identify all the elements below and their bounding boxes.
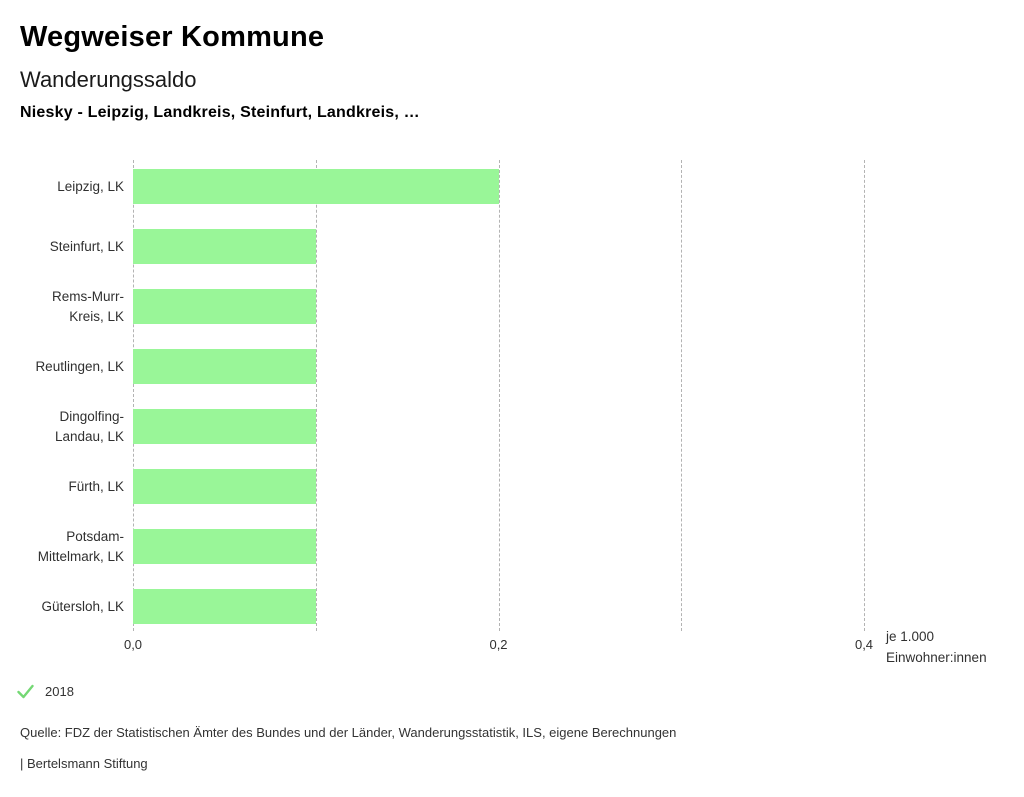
legend-label: 2018 (45, 684, 74, 699)
page-title: Wegweiser Kommune (20, 21, 325, 53)
category-label: Rems-Murr- Kreis, LK (52, 288, 124, 324)
bar-Gütersloh, LK[interactable] (133, 589, 316, 624)
bar-Steinfurt, LK[interactable] (133, 229, 316, 264)
x-axis-tick: 0,4 (854, 637, 874, 652)
axis-unit-line-1: je 1.000 (886, 629, 935, 644)
bar-Rems-Murr-Kreis, LK[interactable] (133, 289, 316, 324)
source-note: Quelle: FDZ der Statistischen Ämter des … (20, 725, 677, 740)
axis-unit-label: je 1.000 Einwohner:innen (886, 626, 987, 668)
gridline (498, 160, 500, 631)
legend-item-2018[interactable]: 2018 (17, 684, 74, 699)
bar-Reutlingen, LK[interactable] (133, 349, 316, 384)
gridline (133, 160, 134, 631)
category-label: Gütersloh, LK (41, 598, 124, 614)
attribution: | Bertelsmann Stiftung (20, 756, 148, 771)
x-axis-tick: 0,0 (123, 637, 143, 652)
plot-area (133, 160, 873, 631)
bar-Leipzig, LK[interactable] (133, 169, 499, 204)
bar-Dingolfing-Landau, LK[interactable] (133, 409, 316, 444)
category-label: Potsdam- Mittelmark, LK (37, 528, 124, 564)
gridline (315, 160, 317, 631)
bar-Potsdam-Mittelmark, LK[interactable] (133, 529, 316, 564)
category-label: Fürth, LK (68, 478, 124, 494)
category-label: Reutlingen, LK (35, 358, 124, 374)
axis-unit-line-2: Einwohner:innen (886, 650, 987, 665)
chart-title: Wanderungssaldo (20, 67, 197, 92)
check-icon (17, 684, 34, 699)
comparison-subtitle: Niesky - Leipzig, Landkreis, Steinfurt, … (20, 104, 420, 121)
bar-Fürth, LK[interactable] (133, 469, 316, 504)
gridline (681, 160, 683, 631)
gridline (864, 160, 865, 631)
category-label: Dingolfing- Landau, LK (54, 408, 124, 444)
category-label: Leipzig, LK (57, 178, 124, 194)
x-axis-tick: 0,2 (489, 637, 508, 652)
category-label: Steinfurt, LK (49, 238, 124, 254)
